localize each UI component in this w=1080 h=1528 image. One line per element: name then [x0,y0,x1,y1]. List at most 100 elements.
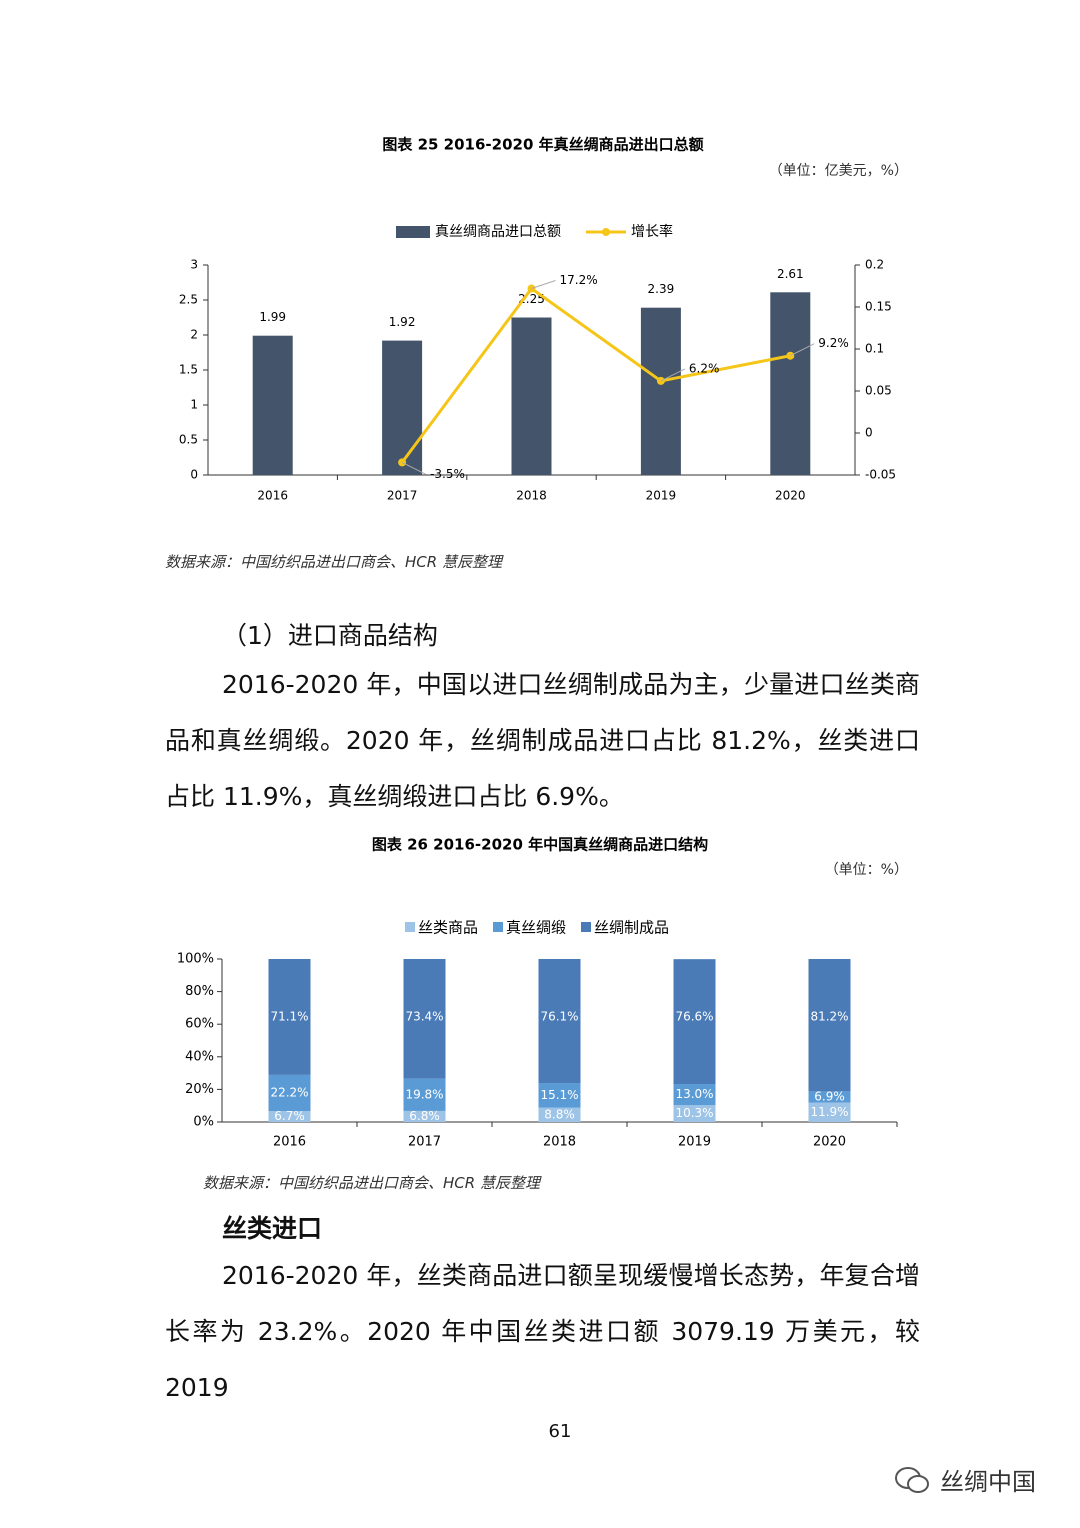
section-heading: （1）进口商品结构 [222,621,438,650]
paragraph: 2016-2020 年，中国以进口丝绸制成品为主，少量进口丝类商品和真丝绸缎。2… [165,670,920,811]
footer-brand: 丝绸中国 [940,1468,1036,1496]
data-label: 10.3% [675,1106,713,1120]
source-note: 数据来源：中国纺织品进出口商会、HCR 慧辰整理 [165,553,502,571]
data-label: 8.8% [544,1107,575,1121]
x-tick-label: 2016 [273,1135,306,1150]
unit-note: （单位：%） [825,862,908,878]
data-label: 2.39 [648,282,675,296]
legend-label: 真丝绸缎 [506,919,566,937]
x-tick-label: 2019 [646,489,677,503]
bar-segment [403,959,446,1079]
unit-note: （单位：亿美元，%） [769,163,908,179]
data-label: 81.2% [810,1010,848,1024]
bar [640,307,681,475]
y-tick-label: 1 [190,398,198,412]
x-tick-label: 2017 [387,489,418,503]
bar-segment [538,959,581,1084]
y-tick-label: 0% [193,1115,214,1130]
y-tick-label: 0.5 [179,433,198,447]
data-label: 11.9% [810,1105,848,1119]
legend-swatch [405,922,415,932]
x-tick-label: 2018 [516,489,547,503]
legend-swatch [493,922,503,932]
leader-line [401,461,427,475]
subheading: 丝类进口 [222,1214,323,1243]
data-label: 9.2% [818,336,849,350]
x-tick-label: 2018 [543,1135,576,1150]
data-label: -3.5% [430,467,465,481]
bar-segment [538,1107,581,1122]
data-label: 1.92 [389,315,416,329]
bar-segment [403,1110,446,1122]
y2-tick-label: 0 [865,426,873,440]
data-label: 6.9% [814,1089,845,1103]
data-label: 19.8% [405,1087,443,1101]
y2-tick-label: 0.05 [865,384,892,398]
leader-line [790,343,815,357]
legend-label: 增长率 [631,223,673,240]
bar-segment [808,959,851,1092]
bar [382,340,423,475]
data-label: 73.4% [405,1010,443,1024]
bar-segment [808,1102,851,1122]
leader-line [531,280,556,289]
y-tick-label: 1.5 [179,363,198,377]
line [400,286,791,464]
legend-label: 真丝绸商品进口总额 [435,224,561,240]
wechat-icon [895,1467,929,1493]
data-label: 6.7% [274,1109,305,1123]
data-label: 76.1% [540,1010,578,1024]
y-tick-label: 2.5 [179,293,198,307]
legend-swatch [396,226,430,238]
leader-line [660,368,686,382]
y2-tick-label: 0.15 [865,300,892,314]
bar-segment [268,1111,311,1122]
bar [770,292,811,475]
bar-segment [268,1074,311,1112]
data-label: 15.1% [540,1088,578,1102]
y2-tick-label: -0.05 [865,468,896,482]
x-tick-label: 2019 [678,1135,711,1150]
bar-segment [403,1078,446,1111]
paragraph: 2016-2020 年，丝类商品进口额呈现缓慢增长态势，年复合增长率为 23.2… [165,1261,920,1402]
x-tick-label: 2020 [813,1135,846,1150]
data-label: 6.2% [689,361,720,375]
bar-segment [808,1091,851,1103]
data-label: 71.1% [270,1010,308,1024]
data-label: 2.61 [777,267,804,281]
x-tick-label: 2017 [408,1135,441,1150]
data-label: 1.99 [259,310,286,324]
bar [511,317,552,475]
y-tick-label: 100% [177,952,214,967]
y2-tick-label: 0.1 [865,342,884,356]
bar [252,335,293,475]
y-tick-label: 40% [185,1049,214,1064]
page-number: 61 [548,1421,572,1442]
bar-segment [673,1084,716,1106]
chart-title: 图表 26 2016-2020 年中国真丝绸商品进口结构 [372,836,708,854]
data-label: 76.6% [675,1010,713,1024]
y-tick-label: 20% [185,1082,214,1097]
bar-segment [268,959,311,1075]
y2-tick-label: 0.2 [865,258,884,272]
bar-segment [673,959,716,1085]
data-label: 17.2% [560,273,598,287]
y-tick-label: 80% [185,984,214,999]
y-tick-label: 0 [190,468,198,482]
legend-swatch [581,922,591,932]
data-label: 13.0% [675,1087,713,1101]
y-tick-label: 2 [190,328,198,342]
y-tick-label: 3 [190,258,198,272]
legend-label: 丝绸制成品 [594,919,669,937]
legend-label: 丝类商品 [418,919,478,937]
bar-segment [673,1105,716,1122]
chart-title: 图表 25 2016-2020 年真丝绸商品进出口总额 [382,136,703,154]
source-note: 数据来源：中国纺织品进出口商会、HCR 慧辰整理 [203,1174,540,1192]
data-label: 22.2% [270,1085,308,1099]
data-label: 6.8% [409,1109,440,1123]
legend-swatch [602,228,610,236]
y-tick-label: 60% [185,1017,214,1032]
bar-segment [538,1083,581,1108]
